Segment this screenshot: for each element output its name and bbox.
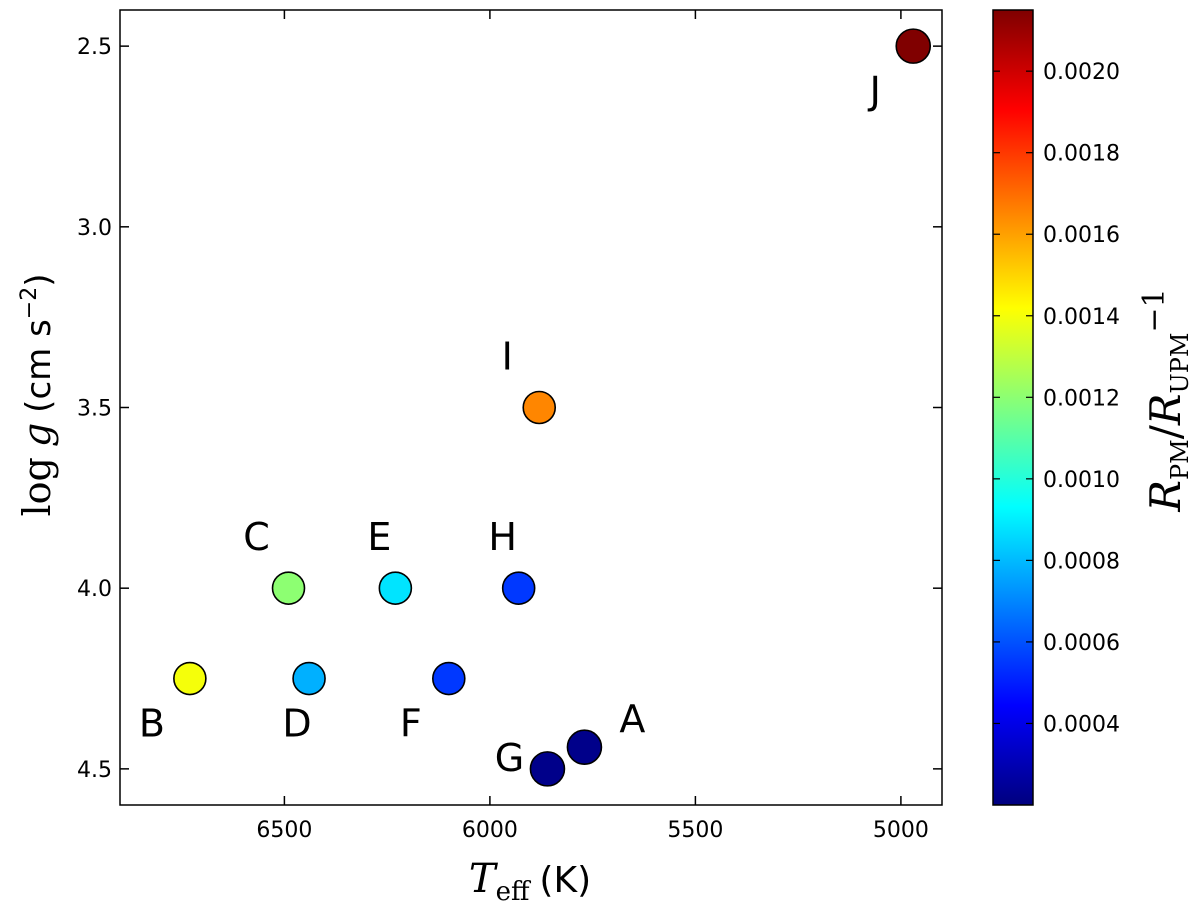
- colorbar-ticks: 0.0004 0.0006 0.0008 0.0010 0.0012 0.0014 0.00…: [993, 60, 1120, 737]
- point-label-d: D: [282, 702, 311, 746]
- colorbar-exponent: −1: [1137, 288, 1172, 332]
- x-axis-symbol: T: [469, 856, 499, 902]
- y-axis-unit-open: (cm s: [19, 319, 59, 413]
- y-axis-ticks: 2.5 3.0 3.5 4.0 4.5: [77, 35, 942, 783]
- x-axis-ticks: 6500 6000 5500 5000: [256, 10, 929, 843]
- colorbar-tick-label: 0.0018: [1043, 142, 1120, 167]
- colorbar-tick-label: 0.0012: [1043, 386, 1120, 411]
- data-point-g: [529, 751, 566, 787]
- data-point-a: [566, 729, 603, 765]
- point-label-i: I: [502, 335, 513, 379]
- data-point-h: [501, 571, 536, 605]
- colorbar-tick-label: 0.0010: [1043, 468, 1120, 493]
- point-label-c: C: [243, 515, 270, 559]
- data-point-c: [271, 571, 306, 605]
- x-tick-label: 5500: [667, 818, 723, 843]
- data-point-d: [292, 661, 326, 696]
- colorbar-tick-label: 0.0016: [1043, 223, 1120, 248]
- data-point-e: [378, 571, 413, 605]
- y-tick-label: 3.0: [77, 216, 112, 241]
- point-label-h: H: [488, 515, 517, 559]
- colorbar-tick-label: 0.0006: [1043, 631, 1120, 656]
- y-axis-symbol: g: [15, 423, 59, 447]
- y-tick-label: 3.5: [77, 397, 112, 422]
- data-point-f: [431, 661, 466, 696]
- colorbar-tick-label: 0.0020: [1043, 60, 1120, 85]
- colorbar-denominator-sub: UPM: [1166, 333, 1194, 394]
- y-axis-exponent: −2: [17, 287, 42, 319]
- y-tick-label: 4.5: [77, 758, 112, 783]
- x-axis-label: Teff (K): [469, 856, 591, 904]
- point-label-g: G: [495, 736, 524, 780]
- point-label-e: E: [367, 515, 391, 559]
- point-label-j: J: [868, 69, 881, 113]
- x-tick-label: 6000: [462, 818, 518, 843]
- y-axis-label: log g (cm s−2): [15, 274, 59, 517]
- y-axis-unit-close: ): [19, 274, 59, 287]
- y-axis-prefix: log: [15, 457, 59, 516]
- x-tick-label: 5000: [873, 818, 929, 843]
- x-tick-label: 6500: [256, 818, 312, 843]
- colorbar-numerator: R: [1141, 480, 1190, 513]
- y-tick-label: 2.5: [77, 35, 112, 60]
- point-label-a: A: [619, 697, 645, 741]
- x-axis-unit: (K): [539, 860, 591, 901]
- colorbar-label: RPM/RUPM−1: [1137, 288, 1194, 512]
- colorbar-numerator-sub: PM: [1166, 439, 1194, 480]
- x-axis-subscript: eff: [496, 877, 532, 904]
- y-tick-label: 4.0: [77, 577, 112, 602]
- point-label-f: F: [400, 702, 422, 746]
- colorbar-denominator: R: [1141, 394, 1190, 427]
- scatter-points: A B C D E F G H I J: [139, 28, 932, 787]
- colorbar: [992, 9, 1034, 806]
- colorbar-tick-label: 0.0008: [1043, 549, 1120, 574]
- data-point-i: [522, 390, 557, 425]
- point-label-b: B: [139, 702, 165, 746]
- colorbar-tick-label: 0.0004: [1043, 712, 1120, 737]
- data-point-b: [173, 661, 207, 696]
- colorbar-tick-label: 0.0014: [1043, 305, 1120, 330]
- colorbar-slash: /: [1141, 424, 1190, 439]
- data-point-j: [895, 28, 932, 64]
